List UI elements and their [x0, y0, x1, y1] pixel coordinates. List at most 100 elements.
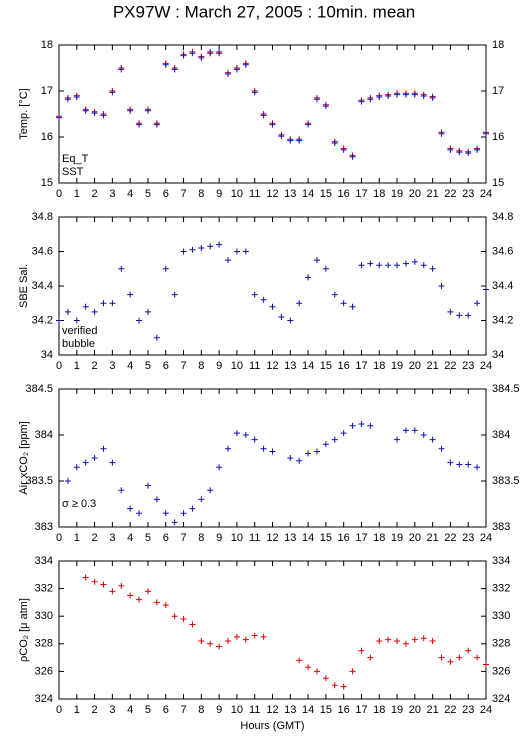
data-point — [109, 300, 116, 307]
data-point — [207, 487, 214, 494]
data-point — [225, 257, 232, 264]
data-point — [118, 265, 125, 272]
y-tick-label: 34.2 — [492, 314, 513, 326]
data-point — [260, 296, 267, 303]
y-tick-label: 34.6 — [492, 245, 513, 257]
data-point — [429, 638, 436, 645]
data-point — [367, 96, 374, 103]
y-axis-label: ρCO₂ [μ atm] — [18, 598, 30, 662]
data-point — [162, 61, 169, 68]
data-point — [340, 430, 347, 437]
x-tick-label: 14 — [302, 704, 314, 716]
x-tick-label: 13 — [284, 188, 296, 200]
data-point — [394, 638, 401, 645]
data-point — [402, 260, 409, 267]
x-tick-label: 10 — [231, 360, 243, 372]
data-point — [447, 308, 454, 315]
data-point — [198, 245, 205, 252]
data-point — [367, 654, 374, 661]
x-tick-label: 18 — [373, 704, 385, 716]
data-point — [260, 633, 267, 640]
data-point — [447, 459, 454, 466]
data-point — [305, 664, 312, 671]
data-point — [118, 487, 125, 494]
data-point — [216, 241, 223, 248]
data-point — [287, 137, 294, 144]
y-tick-label: 332 — [35, 583, 53, 595]
x-tick-label: 6 — [163, 360, 169, 372]
x-tick-label: 5 — [145, 704, 151, 716]
y-tick-label: 34.4 — [492, 280, 513, 292]
data-point — [251, 436, 258, 443]
y-tick-label: 324 — [35, 693, 53, 705]
data-point — [429, 436, 436, 443]
data-point — [376, 93, 383, 100]
data-point — [153, 334, 160, 341]
data-point — [349, 303, 356, 310]
x-tick-label: 0 — [56, 532, 62, 544]
data-point — [233, 248, 240, 255]
data-point — [474, 146, 481, 153]
x-tick-label: 9 — [216, 188, 222, 200]
data-point — [349, 422, 356, 429]
legend-entry: Eq_T — [62, 153, 89, 165]
data-point — [358, 98, 365, 105]
x-tick-label: 10 — [231, 188, 243, 200]
data-point — [189, 50, 196, 57]
data-point — [358, 262, 365, 269]
data-point — [358, 420, 365, 427]
y-axis-label: Temp. [°C] — [18, 88, 30, 139]
data-point — [225, 445, 232, 452]
data-point — [296, 457, 303, 464]
x-tick-label: 4 — [127, 360, 133, 372]
y-tick-label: 34.8 — [492, 211, 513, 223]
x-tick-label: 1 — [74, 704, 80, 716]
data-point — [91, 110, 98, 117]
data-point — [251, 89, 258, 96]
data-point — [438, 445, 445, 452]
data-point — [56, 317, 62, 324]
data-point — [402, 640, 409, 647]
data-point — [109, 588, 116, 595]
y-tick-label: 326 — [492, 665, 510, 677]
y-tick-label: 383.5 — [492, 475, 520, 487]
data-point — [109, 459, 116, 466]
data-point — [287, 317, 294, 324]
x-tick-label: 0 — [56, 188, 62, 200]
data-point — [171, 613, 178, 620]
y-tick-label: 384.5 — [25, 383, 53, 395]
y-axis-label: SBE Sal. — [18, 264, 30, 308]
x-tick-label: 22 — [444, 532, 456, 544]
data-point — [127, 107, 134, 114]
data-point — [438, 130, 445, 137]
x-tick-label: 18 — [373, 188, 385, 200]
data-point — [100, 581, 107, 588]
x-tick-label: 11 — [249, 532, 260, 544]
data-point — [394, 436, 401, 443]
y-tick-label: 18 — [41, 39, 53, 51]
x-tick-label: 4 — [127, 532, 133, 544]
data-point — [233, 633, 240, 640]
x-tick-label: 21 — [427, 188, 439, 200]
data-point — [100, 445, 107, 452]
x-tick-label: 23 — [462, 704, 474, 716]
y-tick-label: 17 — [492, 85, 504, 97]
data-point — [91, 308, 98, 315]
x-tick-label: 6 — [163, 704, 169, 716]
data-point — [242, 636, 249, 643]
y-tick-label: 34.2 — [32, 314, 53, 326]
data-point — [429, 94, 436, 101]
x-tick-label: 23 — [462, 360, 474, 372]
y-tick-label: 15 — [41, 177, 53, 189]
x-tick-label: 20 — [409, 360, 421, 372]
data-point — [242, 61, 249, 68]
data-point — [331, 436, 338, 443]
x-tick-label: 20 — [409, 188, 421, 200]
x-tick-label: 19 — [391, 704, 403, 716]
data-point — [411, 258, 418, 265]
x-tick-label: 8 — [198, 532, 204, 544]
data-point — [144, 308, 151, 315]
y-tick-label: 16 — [41, 131, 53, 143]
data-point — [180, 510, 187, 517]
